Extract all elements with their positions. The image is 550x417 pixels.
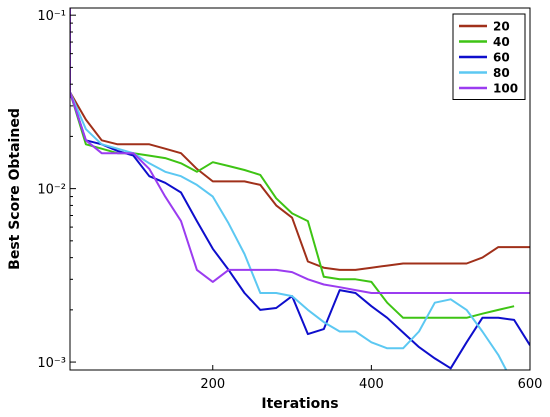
legend-label-40: 40 [493, 35, 510, 49]
series-line-100 [70, 8, 530, 294]
x-axis-title: Iterations [261, 396, 338, 412]
series-line-40 [70, 91, 515, 319]
y-tick-label: 10⁻³ [37, 356, 66, 371]
y-axis: 10⁻³ 10⁻² 10⁻¹ [37, 9, 76, 371]
x-tick-label: 400 [359, 377, 384, 392]
legend-label-100: 100 [493, 82, 518, 96]
legend-label-80: 80 [493, 66, 510, 80]
legend-label-20: 20 [493, 20, 510, 34]
legend-label-60: 60 [493, 51, 510, 65]
x-tick-label: 600 [518, 377, 543, 392]
x-tick-label: 200 [200, 377, 225, 392]
series-line-80 [70, 91, 508, 370]
y-tick-label: 10⁻² [37, 183, 66, 198]
series-line-20 [70, 91, 530, 271]
series-layer [70, 8, 530, 370]
y-tick-label: 10⁻¹ [37, 9, 66, 24]
series-line-60 [70, 91, 530, 370]
x-axis: 200 400 600 [200, 365, 542, 392]
y-axis-title: Best Score Obtained [7, 108, 23, 270]
